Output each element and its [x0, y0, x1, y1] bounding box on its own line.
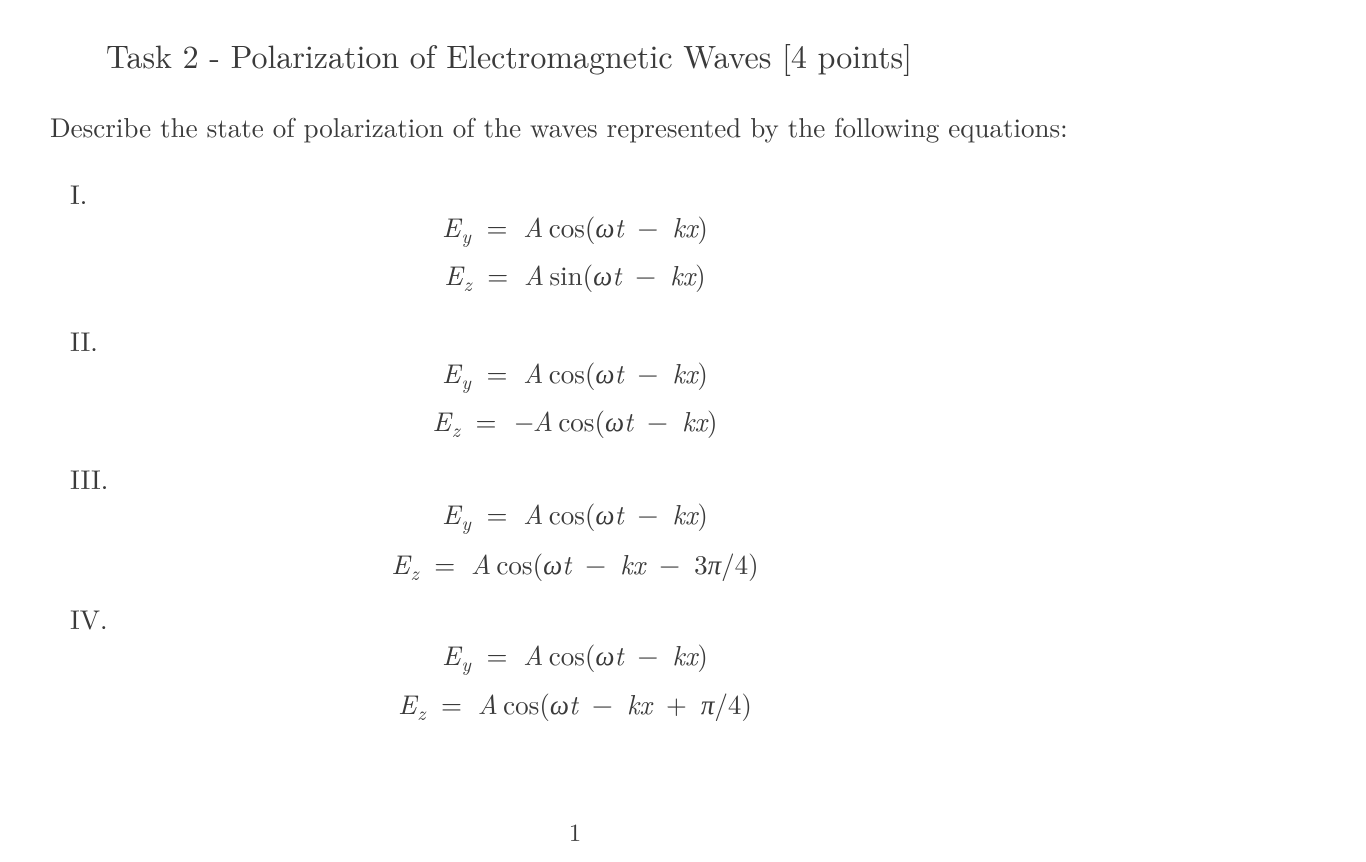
- eq-coef: A: [523, 207, 543, 245]
- eq-sub: z: [416, 698, 425, 726]
- eq-sub: y: [460, 367, 470, 395]
- eq-var: E: [444, 255, 462, 293]
- eq-arg: (ωt − kx): [585, 635, 708, 673]
- equation-iv-ez: Ez = A cos(ωt − kx + π/4): [0, 685, 1150, 725]
- eq-var: E: [398, 684, 416, 722]
- equals-sign: =: [481, 255, 514, 293]
- eq-coef: −A: [512, 401, 553, 439]
- eq-coef: A: [478, 684, 498, 722]
- item-label-3: III.: [70, 460, 108, 496]
- equals-sign: =: [428, 544, 461, 582]
- eq-arg: (ωt − kx): [583, 255, 706, 293]
- equation-ii-ey: Ey = A cos(ωt − kx): [0, 354, 1150, 394]
- eq-var: E: [442, 494, 460, 532]
- eq-fn: sin: [549, 255, 582, 293]
- item-label-1: I.: [70, 175, 87, 211]
- eq-var: E: [442, 353, 460, 391]
- eq-arg: (ωt − kx): [585, 207, 708, 245]
- equals-sign: =: [481, 353, 514, 391]
- eq-coef: A: [523, 635, 543, 673]
- eq-var: E: [433, 401, 451, 439]
- equals-sign: =: [481, 635, 514, 673]
- eq-fn: cos: [496, 544, 532, 582]
- equals-sign: =: [435, 684, 468, 722]
- eq-arg: (ωt − kx): [585, 353, 708, 391]
- eq-arg: (ωt − kx − 3π/4): [533, 544, 759, 582]
- equals-sign: =: [469, 401, 502, 439]
- equation-iii-ez: Ez = A cos(ωt − kx − 3π/4): [0, 545, 1150, 585]
- equals-sign: =: [481, 207, 514, 245]
- task-title: Task 2 - Polarization of Electromagnetic…: [106, 34, 912, 77]
- eq-sub: z: [451, 415, 460, 443]
- eq-fn: cos: [549, 494, 585, 532]
- equation-i-ez: Ez = A sin(ωt − kx): [0, 256, 1150, 296]
- eq-fn: cos: [503, 684, 539, 722]
- eq-sub: y: [460, 508, 470, 536]
- eq-sub: z: [463, 269, 472, 297]
- equation-iv-ey: Ey = A cos(ωt − kx): [0, 636, 1150, 676]
- eq-fn: cos: [549, 207, 585, 245]
- item-label-4: IV.: [70, 600, 108, 636]
- eq-coef: A: [471, 544, 491, 582]
- eq-arg: (ωt − kx): [594, 401, 717, 439]
- task-description: Describe the state of polarization of th…: [50, 108, 1068, 144]
- eq-sub: z: [410, 558, 419, 586]
- page: Task 2 - Polarization of Electromagnetic…: [0, 0, 1366, 862]
- eq-fn: cos: [549, 635, 585, 673]
- eq-coef: A: [523, 353, 543, 391]
- eq-fn: cos: [558, 401, 594, 439]
- item-label-2: II.: [70, 322, 98, 358]
- eq-var: E: [391, 544, 409, 582]
- eq-arg: (ωt − kx + π/4): [539, 684, 752, 722]
- eq-sub: y: [460, 649, 470, 677]
- equation-i-ey: Ey = A cos(ωt − kx): [0, 208, 1150, 248]
- eq-var: E: [442, 635, 460, 673]
- eq-fn: cos: [549, 353, 585, 391]
- eq-sub: y: [460, 221, 470, 249]
- equation-iii-ey: Ey = A cos(ωt − kx): [0, 495, 1150, 535]
- equals-sign: =: [481, 494, 514, 532]
- eq-coef: A: [524, 255, 544, 293]
- page-number: 1: [0, 815, 1150, 849]
- eq-arg: (ωt − kx): [585, 494, 708, 532]
- equation-ii-ez: Ez = −A cos(ωt − kx): [0, 402, 1150, 442]
- eq-coef: A: [523, 494, 543, 532]
- eq-var: E: [442, 207, 460, 245]
